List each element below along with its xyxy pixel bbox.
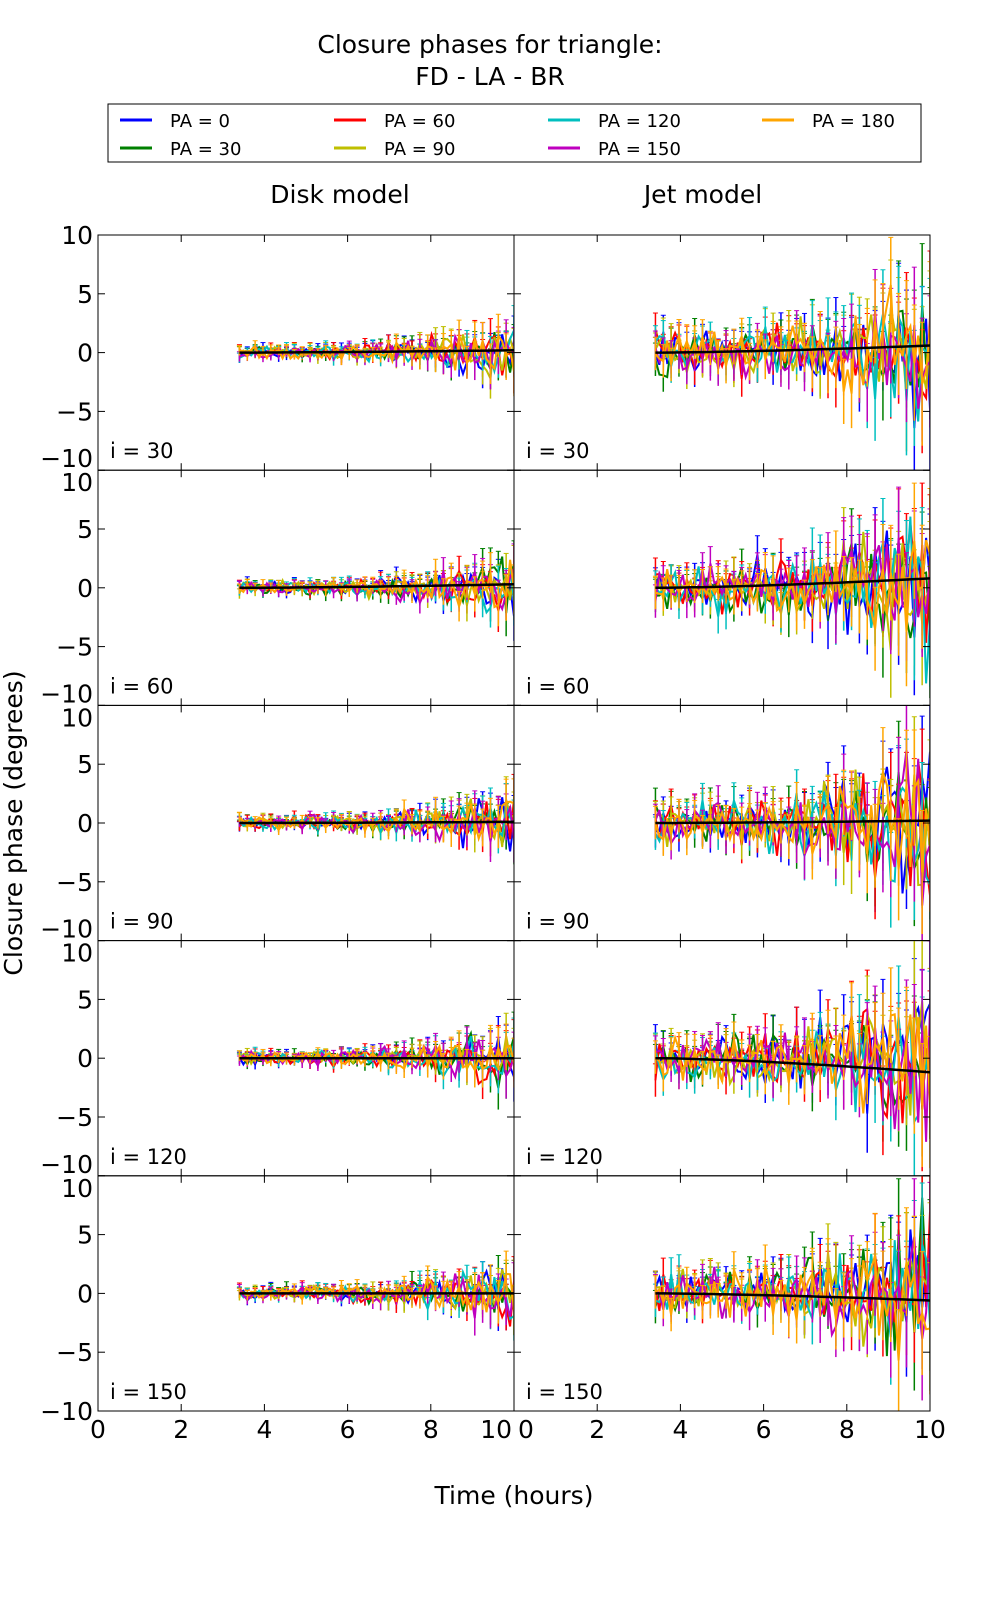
panel-data (653, 1136, 933, 1411)
legend: PA = 0 PA = 30 PA = 60 PA = 90 PA = 120 PA = … (108, 104, 921, 162)
y-tick-label: −5 (56, 633, 93, 662)
column-title-jet: Jet model (642, 180, 762, 209)
column-title-disk: Disk model (270, 180, 410, 209)
y-tick-label: 10 (61, 939, 93, 968)
y-tick-label: −10 (40, 1397, 93, 1426)
panel-data (653, 237, 933, 486)
legend-label: PA = 60 (384, 111, 455, 132)
y-tick-label: −5 (56, 1103, 93, 1132)
row-label: i = 120 (526, 1145, 603, 1169)
y-tick-label: 10 (61, 703, 93, 732)
panel-data (653, 938, 933, 1180)
row-label: i = 90 (526, 910, 590, 934)
panel-data (237, 1012, 517, 1109)
y-tick-label: 5 (77, 1221, 93, 1250)
x-tick-label: 4 (256, 1415, 272, 1444)
row-label: i = 150 (110, 1380, 187, 1404)
panel-jet-row-4: i = 120 (514, 938, 933, 1180)
x-tick-label: 2 (173, 1415, 189, 1444)
panel-data (237, 541, 517, 641)
y-tick-label: −5 (56, 1338, 93, 1367)
y-tick-label: 10 (61, 1174, 93, 1203)
y-tick-label: 5 (77, 515, 93, 544)
panel-data (237, 1251, 517, 1341)
y-tick-label: 0 (77, 574, 93, 603)
x-tick-label: 6 (340, 1415, 356, 1444)
y-tick-label: 5 (77, 280, 93, 309)
x-tick-label: 10 (480, 1415, 512, 1444)
chart-title-line2: FD - LA - BR (415, 62, 565, 91)
panel-data (237, 306, 517, 399)
row-label: i = 120 (110, 1145, 187, 1169)
panel-data (653, 483, 933, 698)
y-tick-label: 10 (61, 468, 93, 497)
row-label: i = 90 (110, 910, 174, 934)
chart-title-line1: Closure phases for triangle: (317, 30, 662, 59)
legend-label: PA = 150 (598, 139, 681, 160)
panel-jet-row-1: i = 30 (514, 235, 933, 486)
y-tick-label: −5 (56, 397, 93, 426)
row-label: i = 60 (110, 674, 174, 698)
model-curve (239, 822, 514, 823)
legend-label: PA = 90 (384, 139, 455, 160)
panel-data (237, 774, 517, 864)
y-tick-label: 0 (77, 339, 93, 368)
legend-label: PA = 180 (812, 111, 895, 132)
y-tick-label: −5 (56, 868, 93, 897)
legend-label: PA = 120 (598, 111, 681, 132)
y-axis-label: Closure phase (degrees) (0, 670, 28, 975)
panel-data (653, 686, 933, 968)
y-tick-label: 5 (77, 985, 93, 1014)
legend-label: PA = 0 (170, 111, 230, 132)
y-tick-label: 0 (77, 1044, 93, 1073)
y-tick-label: 0 (77, 1279, 93, 1308)
y-tick-label: 10 (61, 221, 93, 250)
panel-jet-row-3: i = 90 (514, 686, 933, 968)
row-label: i = 60 (526, 674, 590, 698)
x-tick-label: 8 (423, 1415, 439, 1444)
row-label: i = 30 (526, 439, 590, 463)
y-tick-label: 0 (77, 809, 93, 838)
x-axis-label: Time (hours) (434, 1481, 594, 1510)
row-label: i = 30 (110, 439, 174, 463)
y-tick-label: 5 (77, 750, 93, 779)
legend-label: PA = 30 (170, 139, 241, 160)
panel-jet-row-2: i = 60 (514, 470, 933, 705)
x-tick-label: 0 (90, 1415, 106, 1444)
